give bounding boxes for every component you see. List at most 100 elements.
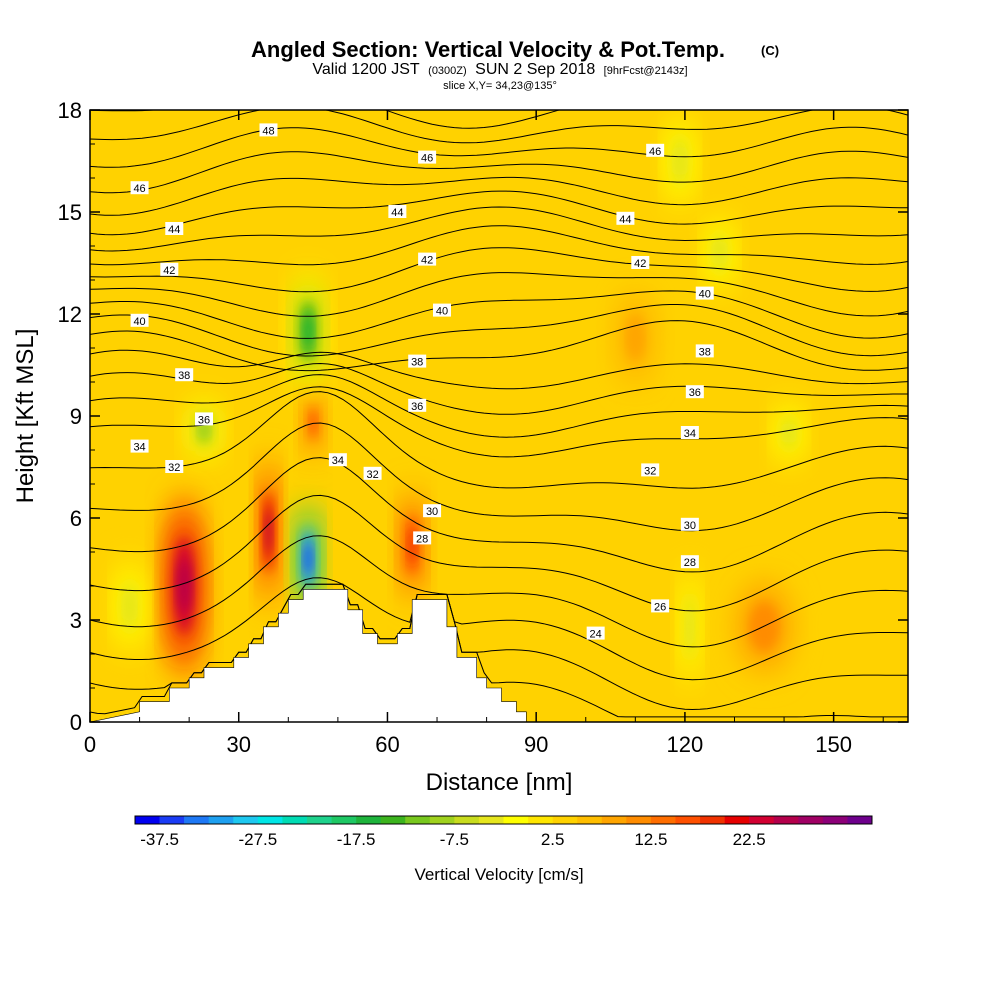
isentrope-line [90,225,908,266]
isentrope-line [90,349,908,390]
colorbar-swatch [282,816,308,824]
contour-label-bg [423,504,442,518]
contour-label-bg [586,626,605,640]
contour-label-bg [418,252,437,266]
isentrope-line [90,535,908,648]
contour-label: 48 [259,123,278,137]
colorbar-swatch [184,816,209,824]
colorbar-swatch [257,816,283,824]
contour-label-text: 32 [168,462,180,474]
isentrope-line [90,190,908,236]
contour-label: 36 [195,412,214,426]
contour-label: 46 [130,181,149,195]
chart-subtitle: Valid 1200 JST (0300Z) SUN 2 Sep 2018 [9… [312,61,687,78]
x-tick-label: 60 [375,732,399,757]
colorbar-swatch [626,816,652,824]
contour-label-text: 46 [421,153,433,165]
contour-label-bg [328,453,347,467]
contour-label: 46 [418,150,437,165]
velocity-cell [303,313,313,349]
isentrope-line [90,150,908,194]
colorbar-swatch [135,816,160,824]
contour-label: 28 [680,555,699,569]
x-tick-label: 30 [226,732,250,757]
contour-label: 32 [165,460,184,474]
colorbar-swatch [700,816,725,824]
y-tick-label: 0 [70,710,82,735]
colorbar-swatch [577,816,603,824]
contour-label-bg [418,150,437,164]
isentrope-line [90,362,908,415]
contour-label-bg [408,354,427,368]
contour-label: 32 [363,466,382,481]
contour-label-text: 36 [411,401,423,413]
contour-label: 44 [165,222,184,236]
title-unit: (C) [761,43,779,58]
contour-label-bg [408,398,427,412]
contour-label-text: 32 [644,465,656,477]
velocity-cell [675,146,685,176]
contour-label-bg [680,426,699,439]
y-tick-label: 18 [58,98,82,123]
isentrope-line [90,304,908,357]
subtitle-text: Valid 1200 JST (0300Z) SUN 2 Sep 2018 [9… [312,61,687,78]
isentrope-line [90,494,908,612]
colorbar-swatch [650,816,676,824]
colorbar-tick-label: -17.5 [337,830,376,849]
contour-label-text: 30 [426,506,438,518]
colorbar [134,815,873,825]
contour-label-bg [695,286,714,300]
contour-label-bg [651,599,670,613]
isentrope-line [90,374,908,438]
colorbar-swatch [724,816,750,824]
contour-label: 34 [680,426,699,440]
contour-label-text: 34 [332,455,344,467]
velocity-field [114,110,804,695]
contour-label-bg [165,460,184,473]
velocity-cell [755,612,773,642]
contour-label: 36 [685,385,704,399]
contour-label: 42 [160,262,179,277]
colorbar-tick-label: -27.5 [238,830,277,849]
colorbar-swatch [356,816,381,824]
contour-label: 40 [130,313,149,328]
colorbar-swatch [405,816,431,824]
colorbar-tick-labels: -37.5 -27.5 -17.5 -7.5 2.5 12.5 22.5 [140,830,766,849]
colorbar-swatch [331,816,357,824]
contour-label-text: 44 [619,214,631,226]
terrain [90,589,908,722]
isentrope-line [90,110,562,129]
subtitle-date: SUN 2 Sep 2018 [475,61,595,78]
isentrope-line [90,110,908,144]
contour-label-text: 28 [416,533,428,545]
subtitle-utc: (0300Z) [428,65,467,77]
contour-label-text: 38 [699,346,711,358]
colorbar-swatch [503,816,529,824]
velocity-cell [687,607,693,646]
velocity-cell [265,508,272,555]
isentrope-line [90,176,908,216]
colorbar-swatch [552,816,578,824]
contour-label-bg [363,466,382,480]
y-tick-label: 15 [58,200,82,225]
colorbar-tick-label: 22.5 [733,830,766,849]
x-axis-label: Distance [nm] [426,769,573,796]
contour-label-bg [432,303,451,317]
isentrope-line [90,247,908,293]
y-tick-label: 6 [70,506,82,531]
contour-label: 38 [695,344,714,358]
contour-label-text: 24 [590,629,602,641]
x-tick-label: 120 [667,732,704,757]
colorbar-frame [134,815,873,825]
colorbar-swatch [478,816,504,824]
velocity-cell [310,412,316,434]
contour-label-text: 36 [689,387,701,399]
contour-label-bg [388,205,407,218]
contour-label-text: 32 [366,469,378,481]
contour-label-text: 40 [699,289,711,301]
isentrope-lines [90,110,908,718]
contour-label: 30 [423,504,442,518]
colorbar-swatch [601,816,627,824]
colorbar-swatch [528,816,553,824]
